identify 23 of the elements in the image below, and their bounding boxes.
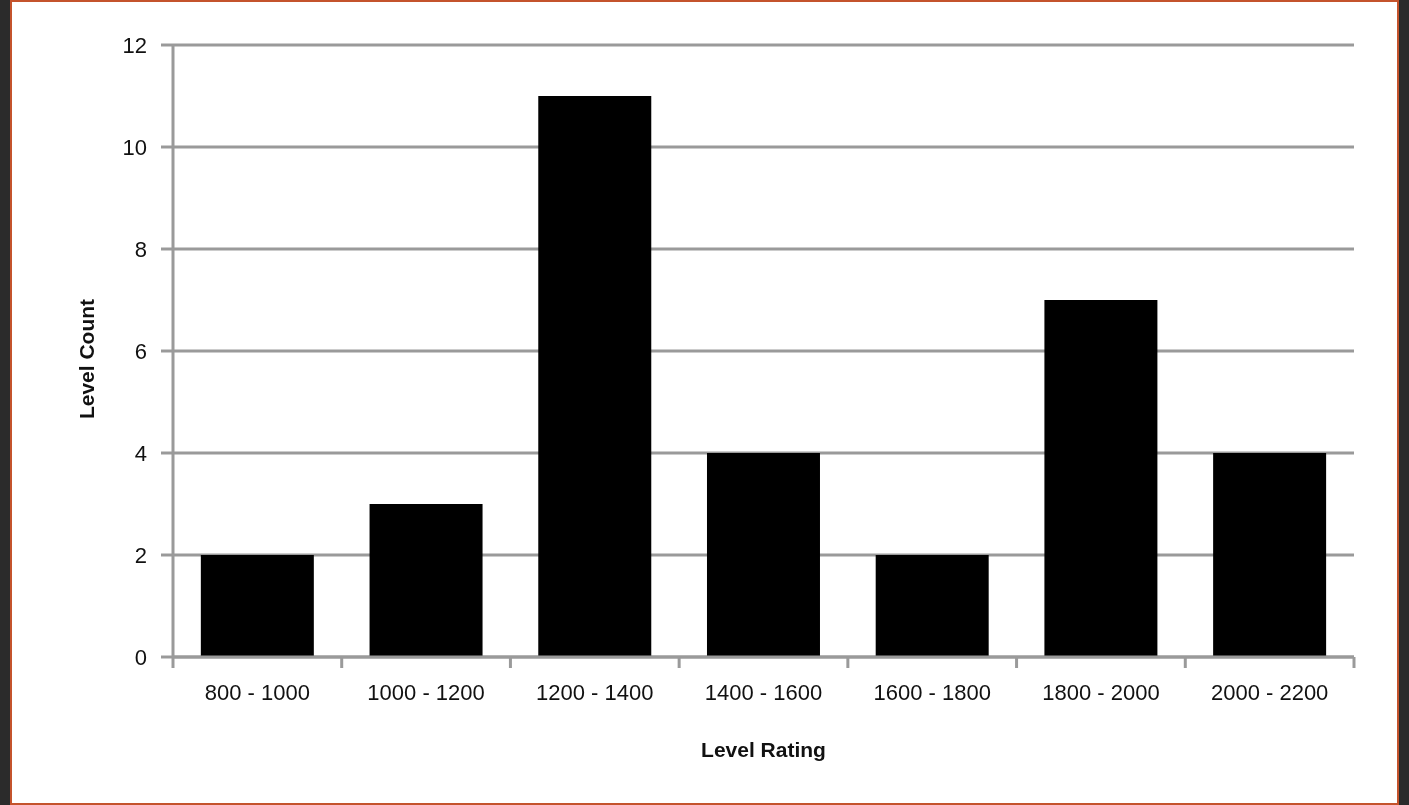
bar (875, 555, 989, 657)
y-tick-label: 12 (122, 32, 147, 58)
bar (200, 555, 314, 657)
x-tick-label: 1000 - 1200 (367, 680, 485, 705)
y-tick-label: 2 (134, 542, 147, 568)
y-tick-label: 8 (134, 236, 147, 262)
bar (369, 504, 483, 657)
x-tick-label: 2000 - 2200 (1210, 680, 1329, 705)
bar (706, 453, 820, 657)
y-tick-label: 4 (134, 440, 147, 466)
x-tick-label: 1400 - 1600 (704, 680, 823, 705)
x-tick-label: 1600 - 1800 (873, 680, 991, 705)
y-axis-title: Level Count (75, 298, 98, 420)
x-tick-label: 1800 - 2000 (1042, 680, 1160, 705)
y-tick-label: 0 (134, 644, 147, 670)
y-tick-label: 10 (122, 134, 147, 160)
bar (1044, 300, 1158, 657)
bar (1213, 453, 1327, 657)
bar (538, 96, 652, 657)
x-axis-title: Level Rating (701, 738, 826, 761)
x-tick-label: 800 - 1000 (204, 680, 310, 705)
x-tick-label: 1200 - 1400 (536, 680, 654, 705)
y-tick-label: 6 (134, 338, 147, 364)
